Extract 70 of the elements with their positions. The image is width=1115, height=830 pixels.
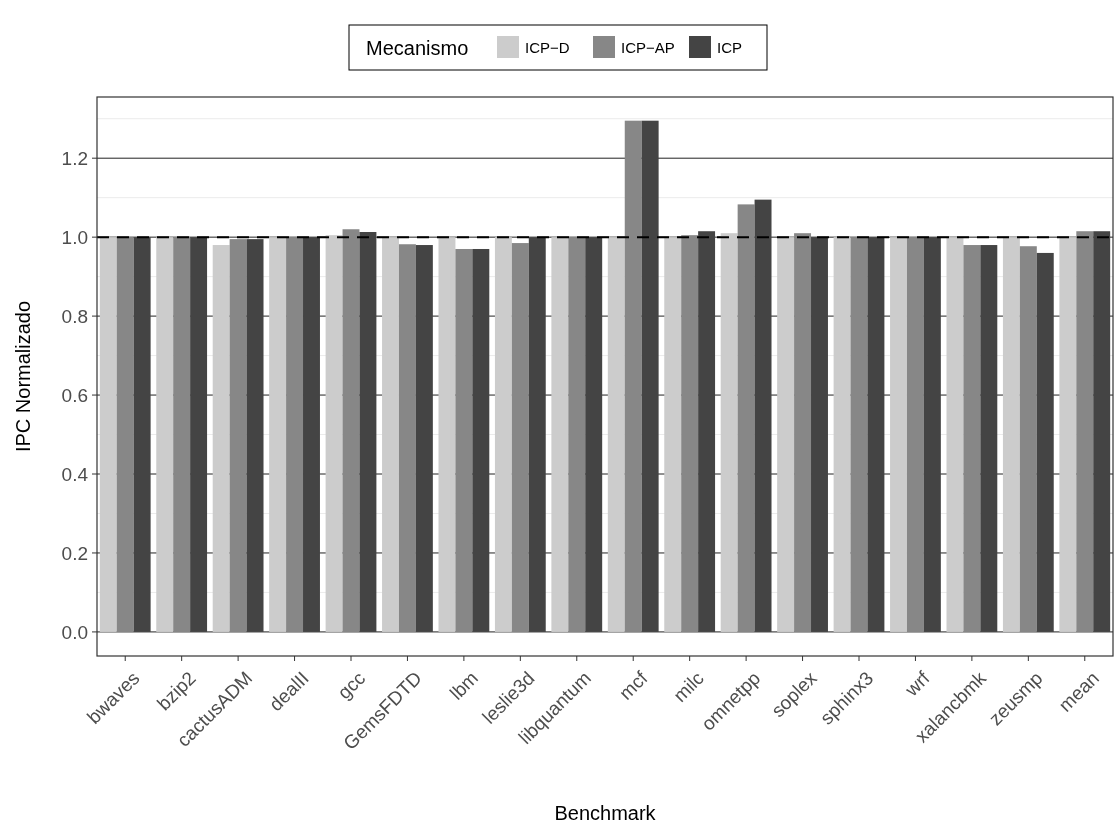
y-axis-title: IPC Normalizado — [12, 300, 34, 453]
bar — [511, 243, 529, 632]
y-tick-label: 0.4 — [61, 463, 89, 485]
bar — [156, 237, 174, 632]
legend-label: ICP — [717, 38, 743, 56]
x-axis-title: Benchmark — [554, 802, 657, 824]
legend-label: ICP−AP — [621, 38, 675, 56]
bar — [472, 248, 490, 632]
bar — [607, 237, 625, 632]
bar — [1076, 231, 1094, 632]
bar — [398, 244, 416, 632]
bar — [1036, 252, 1054, 632]
y-tick-label: 1.2 — [61, 147, 88, 169]
x-tick-label: lbm — [445, 667, 483, 704]
bar — [269, 237, 287, 632]
bar — [455, 248, 473, 632]
bar — [850, 237, 868, 632]
bar — [133, 237, 151, 632]
x-tick-label: mcf — [614, 666, 652, 704]
bar — [681, 235, 699, 632]
bar — [980, 245, 998, 632]
bar — [923, 237, 941, 632]
bar — [1019, 246, 1037, 632]
bar — [415, 245, 433, 632]
bar — [528, 237, 546, 632]
bar — [906, 237, 924, 632]
bar — [212, 245, 230, 632]
legend-label: ICP−D — [525, 38, 570, 56]
bar — [173, 237, 191, 632]
bar — [342, 229, 360, 632]
legend-title: Mecanismo — [366, 36, 469, 59]
bar — [737, 204, 755, 632]
bar — [777, 237, 795, 632]
bar — [833, 237, 851, 632]
bar — [246, 239, 264, 632]
bar — [286, 237, 304, 632]
y-tick-label: 0.8 — [61, 305, 88, 327]
bar — [303, 237, 320, 632]
bar — [99, 237, 117, 632]
y-tick-label: 0.6 — [61, 384, 88, 406]
bar — [963, 245, 981, 632]
bar — [116, 237, 134, 632]
y-tick-label: 1.0 — [61, 226, 88, 248]
bar — [382, 237, 399, 632]
bar — [698, 231, 716, 632]
bar — [754, 199, 772, 632]
bar — [890, 237, 907, 632]
bar — [1059, 237, 1077, 632]
bar — [359, 232, 377, 632]
bar — [1093, 231, 1111, 632]
bar — [585, 237, 603, 632]
y-tick-label: 0.2 — [61, 542, 88, 564]
bar — [867, 237, 885, 632]
bar — [946, 237, 964, 632]
bar — [1002, 237, 1020, 632]
bar — [568, 237, 586, 632]
bar — [720, 233, 738, 632]
bar — [811, 237, 828, 632]
bar — [494, 237, 512, 632]
x-tick-label: milc — [669, 667, 708, 707]
bar — [190, 237, 208, 632]
bar — [641, 120, 659, 632]
y-tick-label: 0.0 — [61, 621, 88, 643]
bar — [551, 237, 569, 632]
bar — [624, 120, 642, 632]
bar — [664, 237, 682, 632]
bar — [325, 235, 343, 632]
bar — [229, 239, 247, 632]
bar — [438, 237, 456, 632]
bar — [794, 233, 812, 632]
